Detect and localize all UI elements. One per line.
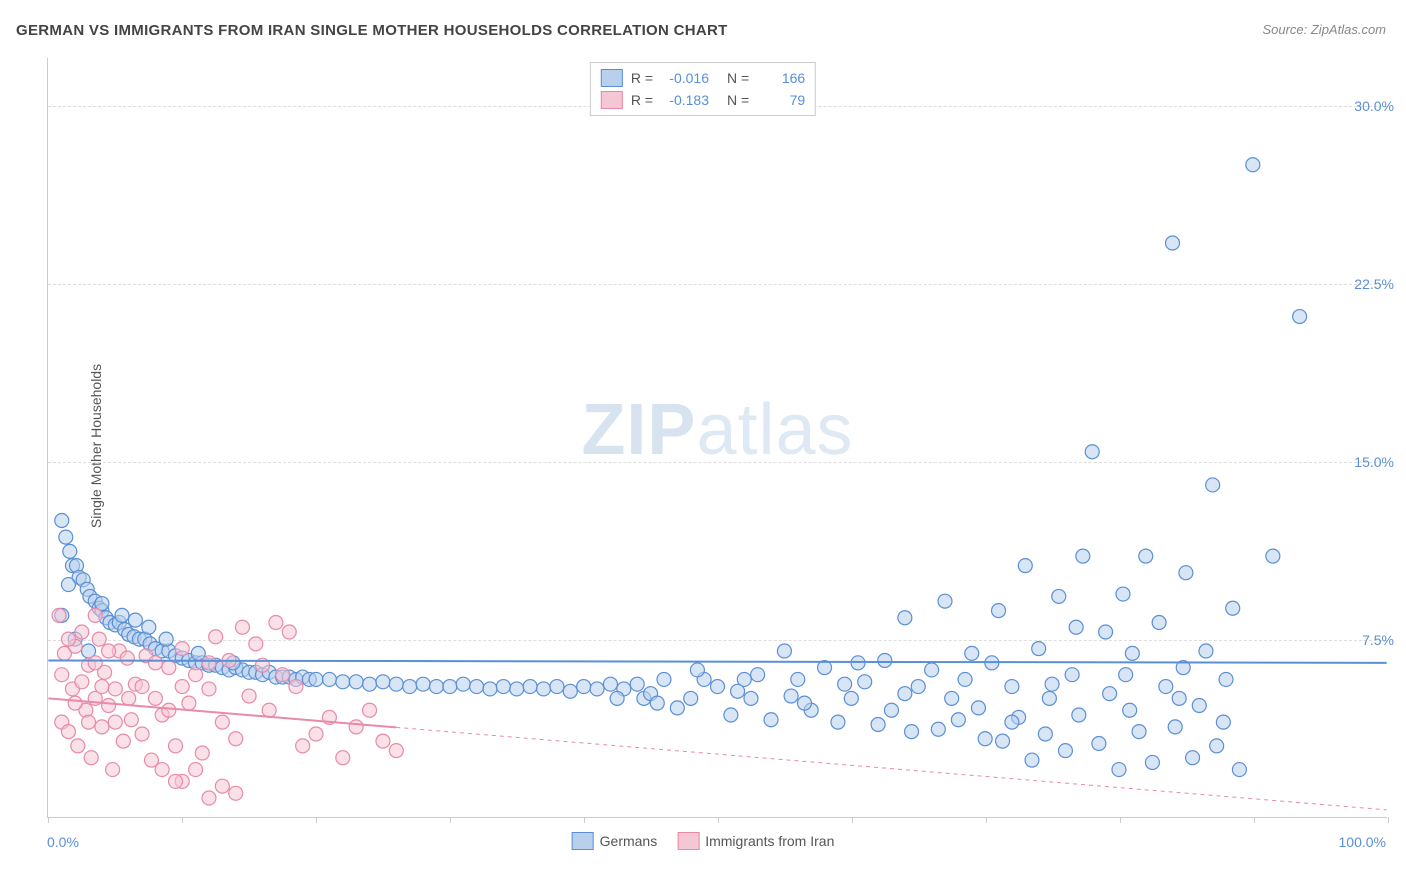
x-tick [48,817,49,823]
x-tick [718,817,719,823]
x-axis-max-label: 100.0% [1339,834,1386,850]
x-tick [182,817,183,823]
source-attribution: Source: ZipAtlas.com [1262,22,1386,37]
legend-row-iran: R = -0.183 N = 79 [601,89,805,111]
n-value-iran: 79 [757,92,805,108]
x-tick [450,817,451,823]
x-tick [1388,817,1389,823]
legend-swatch-iran-bottom [677,832,699,850]
r-label: R = [631,70,653,86]
x-axis-min-label: 0.0% [47,834,79,850]
n-label: N = [727,70,749,86]
x-tick [584,817,585,823]
x-tick [1254,817,1255,823]
n-label: N = [727,92,749,108]
r-value-iran: -0.183 [661,92,709,108]
series-legend: Germans Immigrants from Iran [572,832,835,850]
correlation-legend: R = -0.016 N = 166 R = -0.183 N = 79 [590,62,816,116]
x-tick [1120,817,1121,823]
legend-item-iran: Immigrants from Iran [677,832,834,850]
legend-label-germans: Germans [600,833,658,849]
legend-swatch-germans [601,69,623,87]
chart-container: GERMAN VS IMMIGRANTS FROM IRAN SINGLE MO… [0,0,1406,892]
legend-swatch-germans-bottom [572,832,594,850]
scatter-svg [48,58,1387,817]
r-value-germans: -0.016 [661,70,709,86]
legend-swatch-iran [601,91,623,109]
legend-item-germans: Germans [572,832,658,850]
x-tick [316,817,317,823]
n-value-germans: 166 [757,70,805,86]
plot-area: ZIPatlas [47,58,1387,818]
legend-label-iran: Immigrants from Iran [705,833,834,849]
legend-row-germans: R = -0.016 N = 166 [601,67,805,89]
r-label: R = [631,92,653,108]
x-tick [986,817,987,823]
chart-title: GERMAN VS IMMIGRANTS FROM IRAN SINGLE MO… [16,22,728,39]
x-tick [852,817,853,823]
